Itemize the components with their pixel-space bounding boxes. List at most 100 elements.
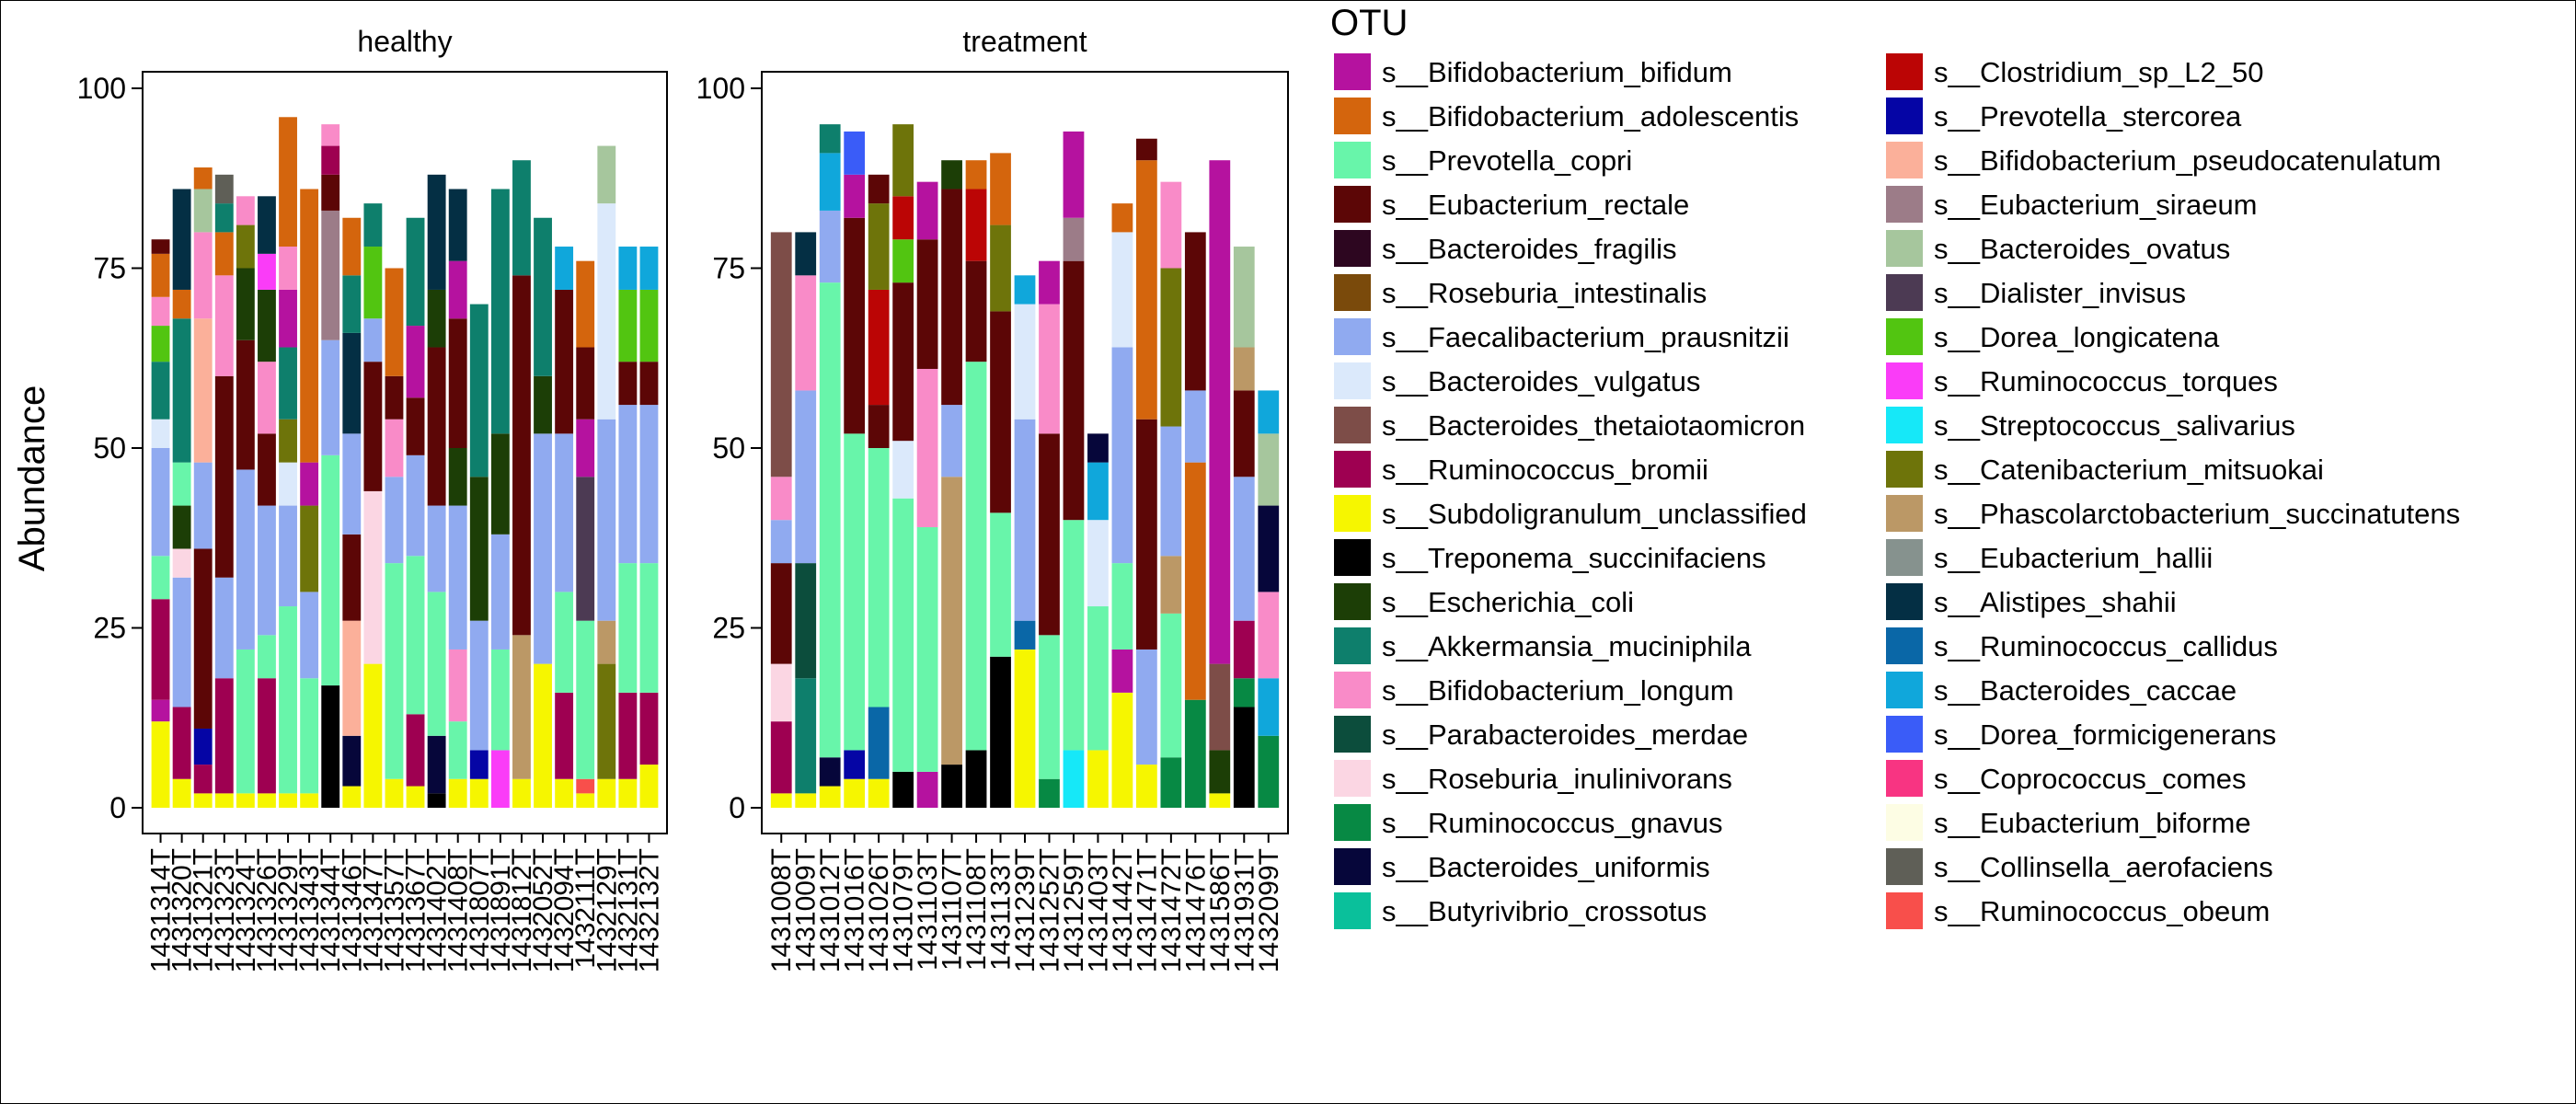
bar-segment (193, 318, 213, 463)
legend-label: s__Bifidobacterium_adolescentis (1382, 100, 1799, 132)
bar-segment (342, 217, 362, 276)
bar-segment (300, 505, 319, 592)
x-tick-label: 1431324T (231, 848, 261, 972)
x-tick-label: 1431402T (422, 848, 453, 972)
legend-item: s__Bacteroides_vulgatus (1334, 362, 1700, 399)
legend-label: s__Eubacterium_biforme (1934, 807, 2251, 839)
legend-label: s__Bacteroides_caccae (1934, 674, 2237, 707)
bar-segment (576, 419, 595, 477)
bar-segment (597, 778, 616, 808)
bar-1431016T (844, 131, 866, 808)
bar-segment (916, 368, 938, 528)
bar-segment (1111, 203, 1133, 233)
bar-segment (868, 707, 890, 779)
bar-segment (236, 649, 255, 794)
legend-label: s__Bacteroides_vulgatus (1382, 365, 1700, 397)
legend-swatch (1886, 230, 1923, 267)
legend-item: s__Catenibacterium_mitsuokai (1886, 451, 2324, 488)
bar-segment (868, 203, 890, 290)
bar-segment (151, 599, 170, 700)
bar-segment (258, 433, 276, 506)
bar-segment (406, 217, 425, 327)
bar-segment (1014, 275, 1036, 305)
x-tick-label: 1431016T (840, 848, 870, 972)
bar-segment (1184, 462, 1206, 700)
bar-segment (819, 153, 841, 211)
bar-1432099T (1258, 390, 1280, 808)
bar-segment (279, 462, 297, 506)
legend-label: s__Collinsella_aerofaciens (1934, 851, 2273, 883)
bar-segment (597, 203, 616, 420)
bar-1431320T (172, 189, 191, 808)
bar-segment (534, 375, 552, 434)
bar-segment (1039, 778, 1060, 808)
bar-segment (1233, 390, 1255, 477)
bar-segment (639, 362, 659, 406)
bar-segment (916, 771, 938, 808)
legend-item: s__Dorea_longicatena (1886, 318, 2220, 355)
bar-segment (916, 527, 938, 772)
bar-segment (448, 260, 467, 319)
bar-segment (258, 678, 276, 794)
x-tick-label: 1432129T (592, 848, 622, 972)
bar-segment (1258, 433, 1280, 506)
bar-segment (1087, 520, 1109, 607)
bar-segment (1209, 160, 1231, 664)
bar-segment (427, 289, 446, 348)
x-tick-label: 1431012T (815, 848, 845, 972)
bar-segment (618, 362, 638, 406)
bar-segment (1014, 419, 1036, 621)
bar-segment (406, 397, 425, 455)
bar-segment (300, 592, 319, 679)
legend-label: s__Faecalibacterium_prausnitzii (1382, 321, 1789, 353)
bar-segment (990, 512, 1011, 657)
bar-segment (597, 419, 616, 621)
bar-segment (1111, 563, 1133, 650)
bar-segment (892, 239, 914, 283)
legend-swatch (1886, 627, 1923, 664)
panel-title: treatment (962, 25, 1087, 58)
x-tick-label: 1431323T (210, 848, 240, 972)
bar-segment (576, 620, 595, 779)
legend-item: s__Roseburia_inulinivorans (1334, 760, 1732, 797)
bar-segment (172, 778, 191, 808)
legend-label: s__Bifidobacterium_bifidum (1382, 56, 1732, 88)
bar-segment (990, 224, 1011, 312)
bar-segment (1160, 426, 1182, 557)
bar-segment (214, 793, 234, 808)
bar-segment (1209, 793, 1231, 808)
bar-segment (214, 203, 234, 233)
legend-label: s__Eubacterium_rectale (1382, 189, 1689, 221)
bar-1431472T (1160, 181, 1182, 808)
bar-segment (618, 778, 638, 808)
bar-segment (385, 375, 404, 420)
bar-segment (941, 765, 962, 808)
bar-segment (258, 635, 276, 679)
legend-swatch (1886, 892, 1923, 929)
legend-swatch (1886, 53, 1923, 90)
x-tick-label: 1431403T (1083, 848, 1113, 972)
bar-1431103T (916, 181, 938, 808)
bar-segment (279, 247, 297, 290)
bar-segment (1039, 260, 1060, 305)
legend-item: s__Parabacteroides_merdae (1334, 716, 1748, 753)
bar-1432129T (597, 145, 616, 808)
bar-segment (795, 563, 817, 679)
bar-segment (819, 757, 841, 787)
bar-segment (363, 362, 383, 491)
bar-segment (1111, 692, 1133, 808)
legend-label: s__Ruminococcus_torques (1934, 365, 2278, 397)
x-tick-label: 1431079T (889, 848, 919, 972)
bar-segment (172, 707, 191, 779)
bar-1431476T (1184, 232, 1206, 808)
bar-segment (406, 786, 425, 808)
bar-segment (892, 196, 914, 240)
bar-segment (448, 189, 467, 261)
legend-label: s__Clostridium_sp_L2_50 (1934, 56, 2263, 88)
bar-segment (258, 289, 276, 362)
bar-segment (892, 282, 914, 442)
bar-segment (555, 433, 574, 592)
x-tick-label: 1431252T (1034, 848, 1064, 972)
bar-segment (819, 282, 841, 758)
legend-item: s__Eubacterium_hallii (1886, 539, 2213, 576)
